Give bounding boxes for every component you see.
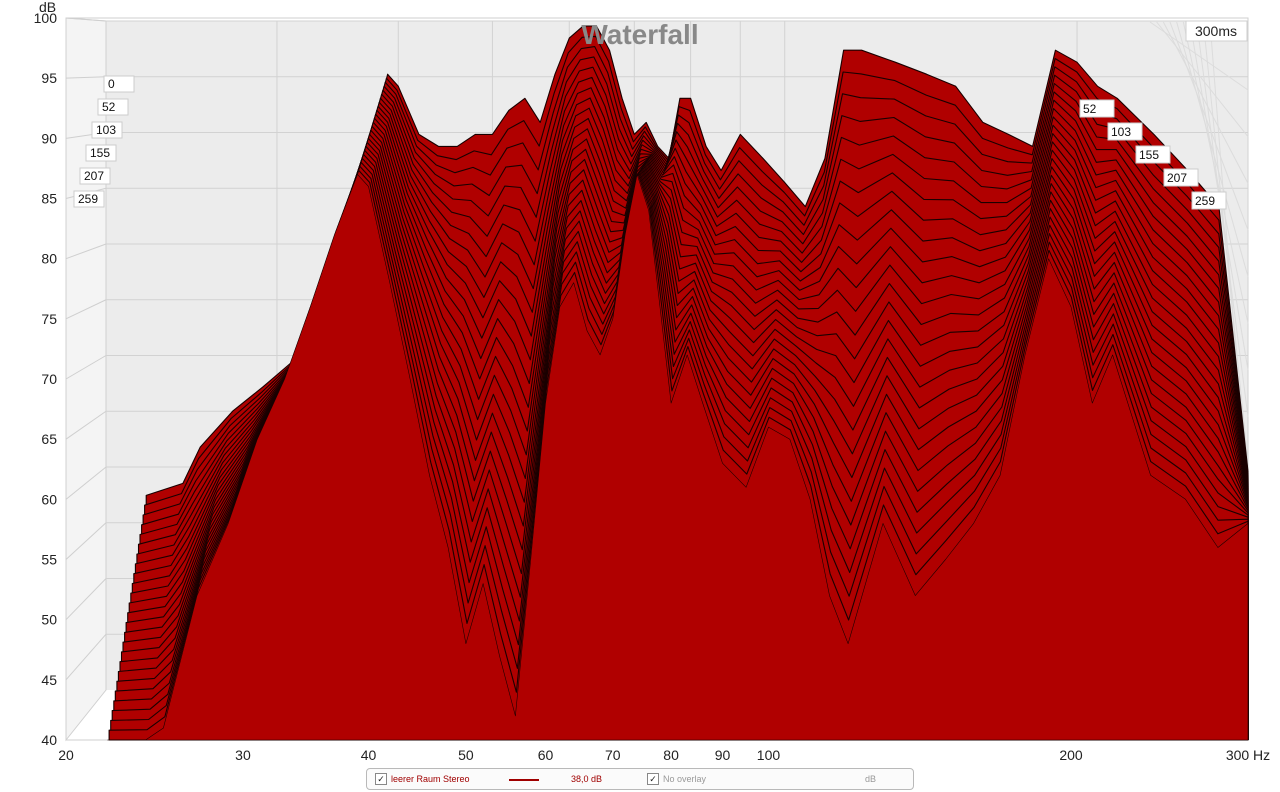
time-corner-box: 300ms: [1185, 20, 1248, 42]
time-label-box: [1079, 99, 1115, 118]
x-tick-label: 60: [538, 747, 554, 763]
time-label: 259: [78, 192, 98, 206]
perspective-line: [65, 522, 107, 560]
series-label: leerer Raum Stereo: [391, 774, 470, 784]
perspective-line-right: [1169, 21, 1249, 231]
series-value: 38,0 dB: [571, 774, 603, 784]
series-checkbox[interactable]: ✓: [375, 773, 387, 785]
y-tick-label: 55: [41, 552, 57, 568]
time-label-box: [1107, 122, 1143, 141]
x-tick-label: 30: [235, 747, 251, 763]
x-tick-label: 300 Hz: [1226, 747, 1270, 763]
perspective-line-right: [1182, 21, 1249, 324]
perspective-line-right: [1156, 21, 1249, 137]
y-tick-label: 100: [34, 10, 58, 26]
perspective-line: [65, 299, 107, 320]
x-tick-label: 20: [58, 747, 74, 763]
y-tick-label: 95: [41, 70, 57, 86]
time-label: 259: [1195, 194, 1215, 208]
time-label-box: [103, 75, 135, 93]
y-tick-label: 45: [41, 672, 57, 688]
time-label: 0: [108, 77, 115, 91]
perspective-line-right: [1196, 21, 1249, 417]
waterfall-slice: [107, 174, 1249, 741]
perspective-line: [65, 466, 107, 500]
time-label: 207: [84, 169, 104, 183]
time-label: 52: [102, 100, 116, 114]
time-label-box: [97, 98, 129, 116]
perspective-line: [65, 578, 107, 621]
perspective-line-right: [1202, 21, 1249, 464]
time-label-box: [1135, 145, 1171, 164]
waterfall-slices: [107, 25, 1249, 741]
chart-title: Waterfall: [581, 19, 698, 50]
perspective-line-right: [1176, 21, 1249, 277]
x-tick-label: 70: [605, 747, 621, 763]
perspective-line: [65, 17, 107, 22]
time-corner-label: 300ms: [1195, 23, 1237, 39]
time-label-box: [79, 167, 111, 185]
time-labels-left: 0 52 103 155 207 259: [73, 75, 135, 208]
y-tick-label: 85: [41, 191, 57, 207]
time-label: 103: [96, 123, 116, 137]
time-label-box: [85, 144, 117, 162]
y-axis-ticks: 40 45 50 55 60 65 70 75 80 85 90 95 100: [34, 10, 58, 748]
time-label-box: [73, 190, 105, 208]
series-color-swatch: [509, 779, 539, 781]
time-label: 103: [1111, 125, 1131, 139]
y-tick-label: 70: [41, 371, 57, 387]
x-tick-label: 80: [663, 747, 679, 763]
time-label: 207: [1167, 171, 1187, 185]
y-tick-label: 50: [41, 612, 57, 628]
perspective-line: [65, 76, 107, 79]
perspective-line: [65, 355, 107, 380]
time-labels-right: 52 103 155 207 259: [1079, 99, 1227, 210]
x-tick-label: 50: [458, 747, 474, 763]
x-tick-label: 90: [715, 747, 731, 763]
overlay-label: No overlay: [663, 774, 707, 784]
x-tick-label: 200: [1059, 747, 1083, 763]
time-label-box: [1163, 168, 1199, 187]
time-label: 155: [90, 146, 110, 160]
y-tick-label: 65: [41, 431, 57, 447]
x-axis-ticks: 20 30 40 50 60 70 80 90 100 200 300 Hz: [58, 747, 1270, 763]
time-label-box: [1191, 191, 1227, 210]
perspective-line-right: [1162, 21, 1249, 184]
perspective-line-right: [1149, 21, 1249, 91]
y-tick-label: 60: [41, 491, 57, 507]
overlay-checkbox[interactable]: ✓: [647, 773, 659, 785]
perspective-line: [65, 243, 107, 260]
y-tick-label: 90: [41, 130, 57, 146]
y-tick-label: 40: [41, 732, 57, 748]
time-label: 155: [1139, 148, 1159, 162]
overlay-unit: dB: [865, 774, 877, 784]
y-tick-label: 80: [41, 251, 57, 267]
time-label-box: [91, 121, 123, 139]
x-tick-label: 40: [361, 747, 377, 763]
perspective-line: [65, 633, 107, 681]
time-label: 52: [1083, 102, 1097, 116]
perspective-line: [65, 410, 107, 440]
y-tick-label: 75: [41, 311, 57, 327]
y-axis-label: dB: [39, 0, 56, 15]
legend-bar: ✓ leerer Raum Stereo 38,0 dB ✓ No overla…: [366, 768, 914, 790]
x-tick-label: 100: [757, 747, 781, 763]
